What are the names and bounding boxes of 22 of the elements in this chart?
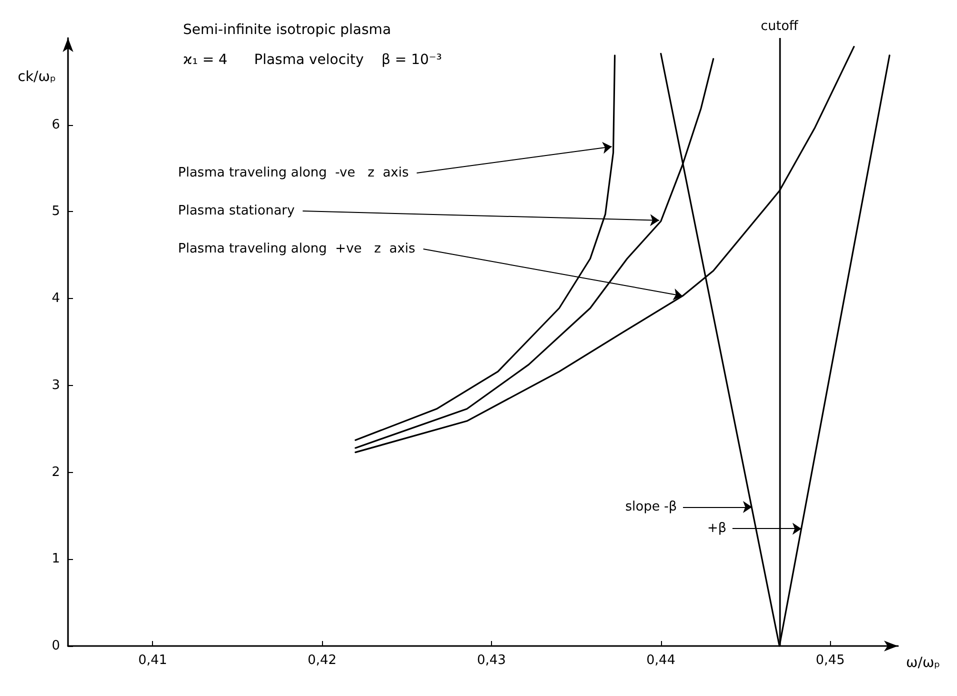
x-tick-label: 0,44 (646, 653, 676, 668)
annotation: +β (707, 521, 726, 536)
y-tick-label: 5 (52, 204, 60, 220)
annotation: Plasma traveling along +ve z axis (178, 242, 416, 256)
annotation: Plasma traveling along -ve z axis (178, 166, 409, 180)
x-tick-label: 0,43 (476, 653, 506, 668)
annotation: slope -β (625, 500, 677, 515)
y-tick-label: 0 (52, 638, 60, 654)
ref-line-label: cutoff (760, 19, 800, 34)
annotation: Plasma stationary (178, 204, 295, 218)
chart-title: Semi-infinite isotropic plasma (183, 22, 392, 38)
y-tick-label: 6 (52, 117, 60, 132)
x-tick-label: 0,41 (138, 653, 168, 668)
x-tick-label: 0,45 (816, 653, 845, 668)
y-tick-label: 1 (52, 552, 60, 567)
y-tick-label: 3 (52, 378, 60, 393)
y-axis-title: ck/ωₚ (18, 69, 56, 85)
x-tick-label: 0,42 (308, 653, 337, 668)
x-axis-title: ω/ωₚ (906, 655, 940, 671)
y-tick-label: 2 (52, 464, 60, 480)
text: ϰ₁ = 4 Plasma velocity β = 10⁻³ (183, 52, 442, 68)
y-tick-label: 4 (52, 291, 60, 306)
